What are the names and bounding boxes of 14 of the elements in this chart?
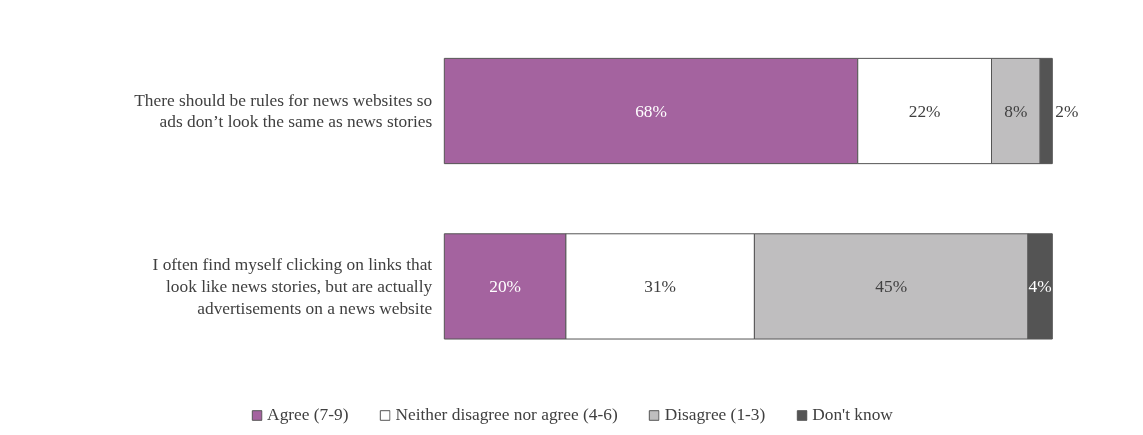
data-label: 8%: [1004, 101, 1028, 121]
legend-label: Don't know: [812, 405, 893, 425]
data-label: 2%: [1055, 101, 1079, 121]
data-label: 4%: [1028, 276, 1052, 296]
data-label: 45%: [875, 276, 908, 296]
legend-label: Agree (7-9): [267, 405, 349, 425]
legend-label: Neither disagree nor agree (4-6): [395, 405, 618, 425]
y-tick-label: I often find myself clicking on links that look like news stories, but are actually advertisements on a news website: [152, 255, 433, 318]
y-tick-label: There should be rules for news websites so ads don’t look the same as news stories: [134, 90, 433, 132]
data-label: 22%: [908, 101, 941, 121]
data-label: 31%: [644, 276, 677, 296]
data-label: 68%: [635, 101, 667, 121]
data-label: 20%: [489, 276, 522, 296]
legend-label: Disagree (1-3): [664, 405, 766, 425]
